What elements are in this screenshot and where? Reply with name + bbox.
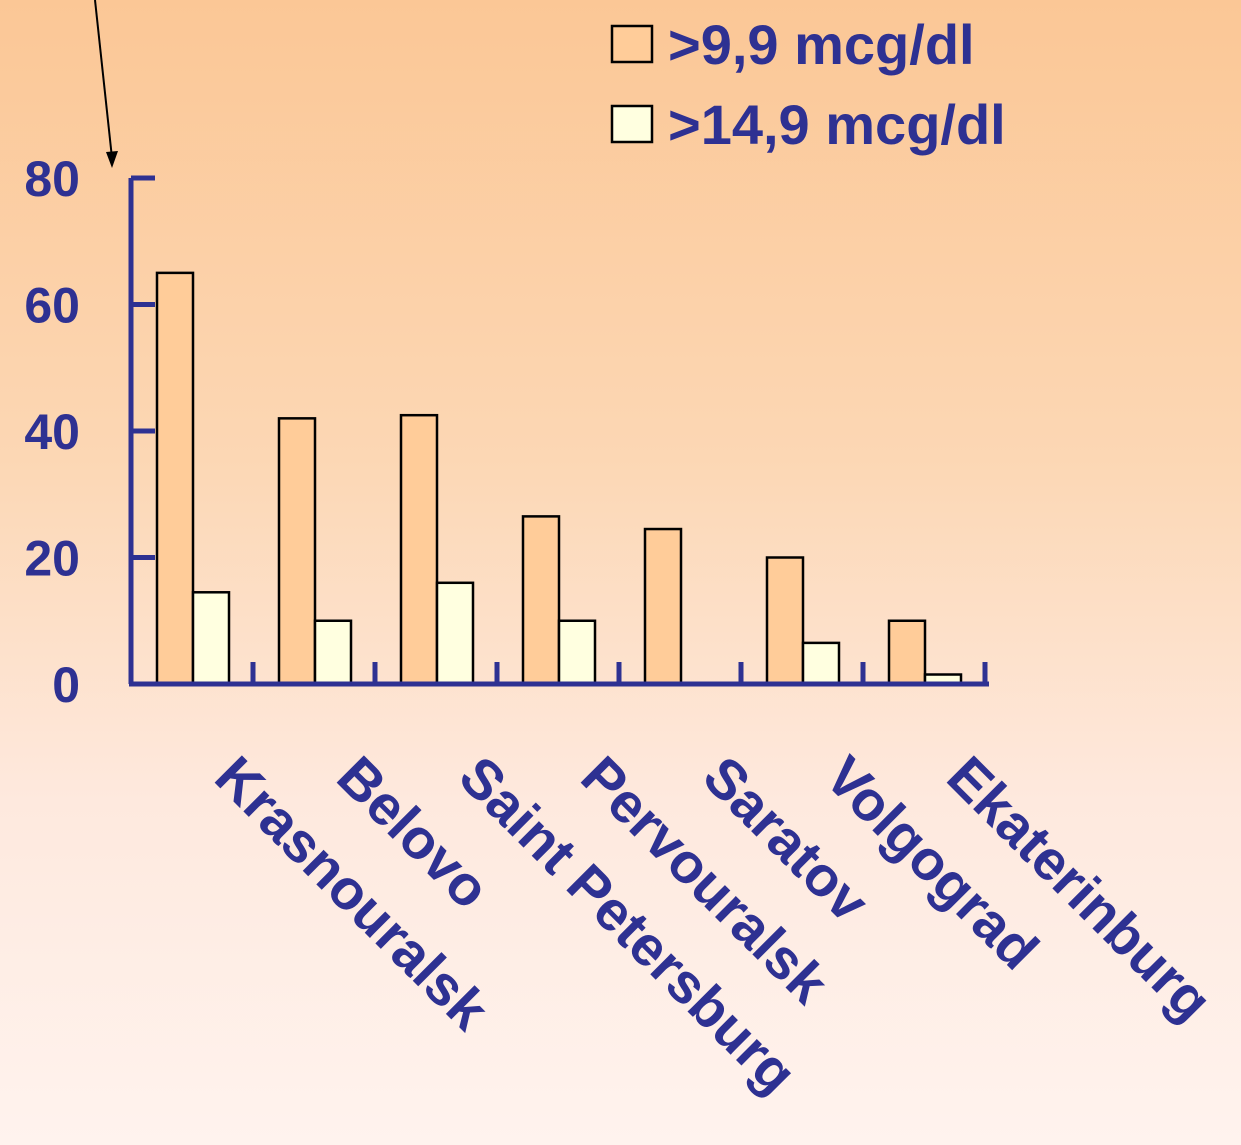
bar-series1-volgograd bbox=[765, 556, 805, 686]
bar-series1-krasnouralsk bbox=[155, 271, 195, 686]
bar-series1-ekaterinburg bbox=[887, 619, 927, 686]
bars bbox=[155, 271, 963, 686]
bar-series2-saint-petersburg bbox=[435, 581, 475, 686]
legend-label-1: >9,9 mcg/dl bbox=[668, 13, 975, 76]
y-tick-label: 80 bbox=[24, 151, 80, 207]
bar-series2-pervouralsk bbox=[557, 619, 597, 686]
axes bbox=[128, 175, 989, 687]
bar-series1-belovo bbox=[277, 417, 317, 686]
legend-swatch-1 bbox=[610, 24, 654, 64]
annotation-arrowhead bbox=[106, 151, 118, 168]
bar-series2-volgograd bbox=[801, 641, 841, 686]
legend-label-2: >14,9 mcg/dl bbox=[668, 93, 1006, 156]
legend-swatch-2 bbox=[610, 104, 654, 144]
y-tick-label: 40 bbox=[24, 404, 80, 460]
y-tick-labels: 0 20 40 60 80 bbox=[24, 151, 80, 713]
bar-series1-saint-petersburg bbox=[399, 413, 439, 686]
bar-series1-pervouralsk bbox=[521, 515, 561, 686]
bar-series2-belovo bbox=[313, 619, 353, 686]
bar-series2-krasnouralsk bbox=[191, 591, 231, 686]
bar-series1-saratov bbox=[643, 527, 683, 686]
annotation-arrow bbox=[94, 0, 113, 159]
y-tick-label: 0 bbox=[52, 657, 80, 713]
y-tick-label: 60 bbox=[24, 278, 80, 334]
y-tick-label: 20 bbox=[24, 531, 80, 587]
legend: >9,9 mcg/dl >14,9 mcg/dl bbox=[610, 13, 1006, 156]
